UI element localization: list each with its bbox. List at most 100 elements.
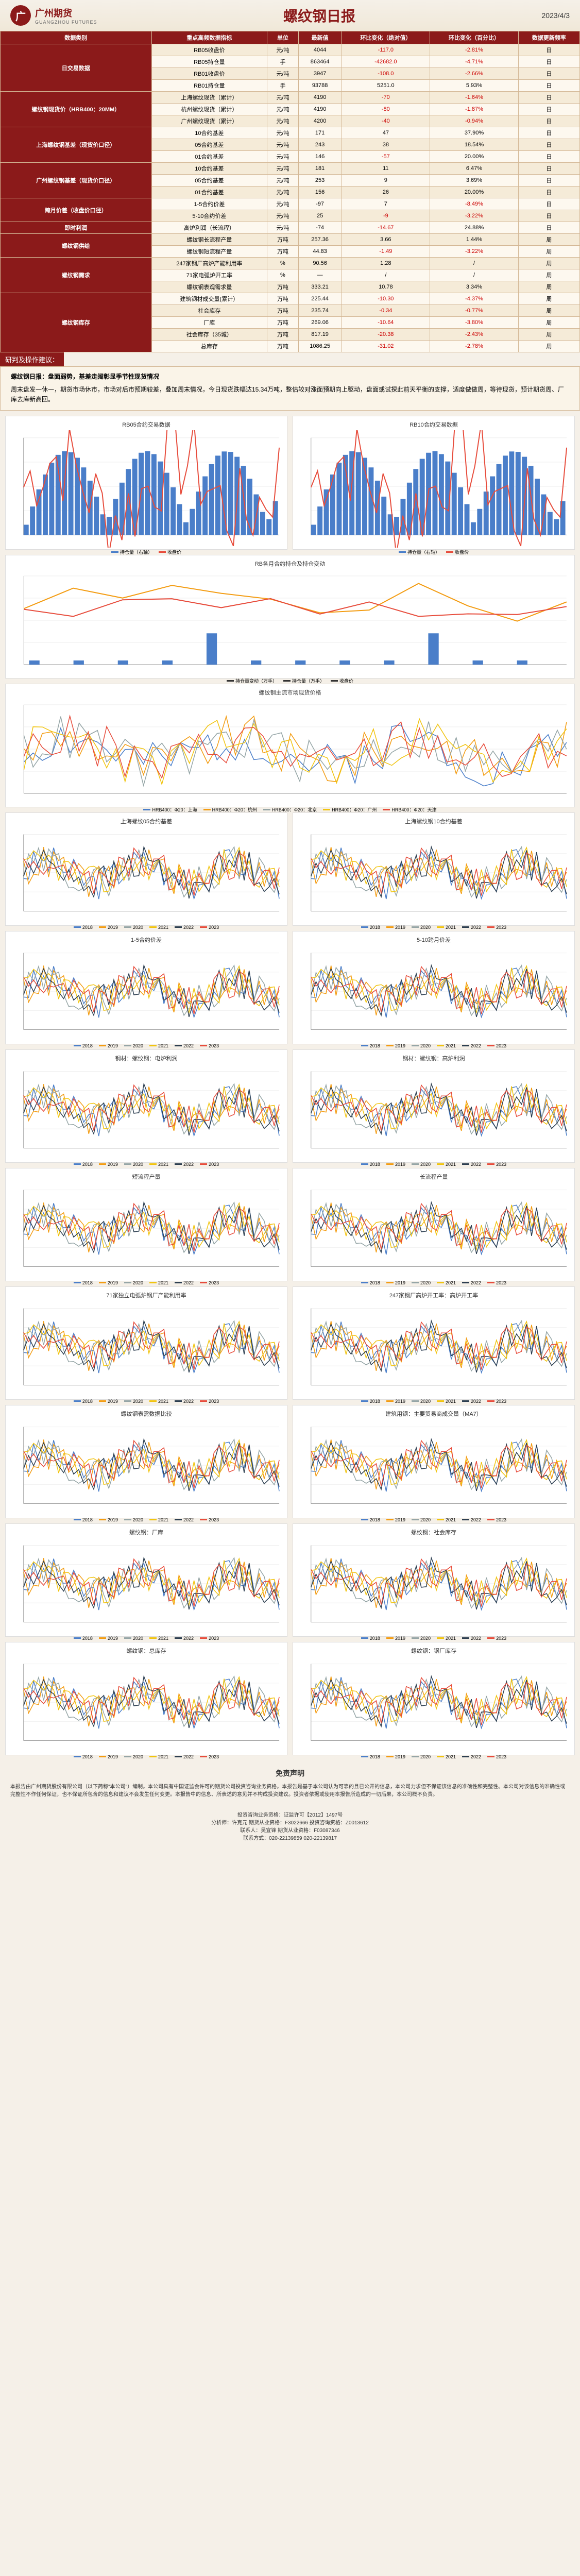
table-row: 跨月价差（收盘价口径）1-5合约价差元/吨-977-8.49%日 [1,198,580,210]
data-cell: 元/吨 [267,139,298,151]
chart-svg [296,1656,572,1753]
data-cell: -3.22% [430,246,519,258]
data-cell: 总库存 [151,341,267,352]
logo-en: GUANGZHOU FUTURES [35,20,97,25]
data-cell: 日 [518,163,579,175]
data-cell: 25 [298,210,342,222]
chart-legend: 201820192020202120222023 [296,1636,572,1641]
data-cell: -74 [298,222,342,234]
data-cell: 253 [298,175,342,187]
data-cell: -97 [298,198,342,210]
footer: 投资咨询业务资格：证监许可【2012】1497号 分析师：许克元 期货从业资格：… [0,1806,580,1845]
data-cell: 3947 [298,68,342,80]
data-cell: RB05收盘价 [151,44,267,56]
data-cell: -70 [342,92,430,104]
chart-svg [8,430,284,548]
chart: 上海螺纹05合约基差201820192020202120222023 [5,812,287,926]
data-cell: -4.37% [430,293,519,305]
data-cell: -42682.0 [342,56,430,68]
data-cell: / [430,258,519,269]
table-row: 螺纹钢库存建筑钢材成交量(累计）万吨225.44-10.30-4.37%周 [1,293,580,305]
data-cell: 元/吨 [267,127,298,139]
data-cell: 24.88% [430,222,519,234]
data-cell: 周 [518,246,579,258]
chart-svg [296,1538,572,1635]
chart-title: 螺纹钢主流市场现货价格 [8,687,572,698]
data-cell: 元/吨 [267,68,298,80]
chart: RB10合约交易数据持仓量（右轴）收盘价 [293,416,575,550]
data-cell: -20.38 [342,329,430,341]
data-cell: 元/吨 [267,44,298,56]
table-row: 日交易数据RB05收盘价元/吨4044-117.0-2.81%日 [1,44,580,56]
table-row: 上海螺纹钢基差（现货价口径）10合约基差元/吨1714737.90%日 [1,127,580,139]
data-cell: -14.67 [342,222,430,234]
data-cell: 247家钢厂高炉产能利用率 [151,258,267,269]
data-cell: 厂库 [151,317,267,329]
table-row: 螺纹钢需求247家钢厂高炉产能利用率%90.561.28/周 [1,258,580,269]
chart: 长流程产量201820192020202120222023 [293,1168,575,1281]
data-cell: 5.93% [430,80,519,92]
data-cell: 71家电弧炉开工率 [151,269,267,281]
data-cell: 社会库存 [151,305,267,317]
data-cell: 20.00% [430,151,519,163]
data-cell: 周 [518,305,579,317]
data-cell: -31.02 [342,341,430,352]
report-header: 广 广州期货 GUANGZHOU FUTURES 螺纹钢日报 2023/4/3 [0,0,580,31]
data-cell: 元/吨 [267,187,298,198]
category-cell: 即时利润 [1,222,152,234]
data-cell: / [430,269,519,281]
chart: 钢材：螺纹钢：电炉利润201820192020202120222023 [5,1049,287,1163]
chart-svg [8,827,284,924]
chart-title: 钢材：螺纹钢：高炉利润 [296,1053,572,1064]
chart-svg [8,1064,284,1161]
chart: 1-5合约价差201820192020202120222023 [5,931,287,1044]
data-cell: -4.71% [430,56,519,68]
table-row: 螺纹钢现货价（HRB400：20MM）上海螺纹现货（累计）元/吨4190-70-… [1,92,580,104]
data-cell: RB01收盘价 [151,68,267,80]
chart-svg [8,1419,284,1516]
table-header: 重点高频数据指标 [151,31,267,44]
chart-svg [296,1419,572,1516]
chart-title: 建筑用钢：主要贸易商成交量（MA7） [296,1408,572,1419]
chart-title: 上海螺纹05合约基差 [8,816,284,827]
chart-legend: 201820192020202120222023 [8,1280,284,1285]
data-cell: 元/吨 [267,92,298,104]
data-cell: 10.78 [342,281,430,293]
data-cell: 05合约基差 [151,175,267,187]
table-row: 即时利润高炉利润（长流程）元/吨-74-14.6724.88%日 [1,222,580,234]
data-cell: 万吨 [267,246,298,258]
data-cell: -10.30 [342,293,430,305]
data-cell: 26 [342,187,430,198]
chart-svg [296,1182,572,1279]
data-cell: 4190 [298,92,342,104]
chart-svg [296,430,572,548]
data-cell: 元/吨 [267,175,298,187]
data-cell: 日 [518,198,579,210]
chart: 钢材：螺纹钢：高炉利润201820192020202120222023 [293,1049,575,1163]
data-cell: 周 [518,293,579,305]
chart-legend: 201820192020202120222023 [296,1754,572,1759]
data-cell: 周 [518,234,579,246]
chart-svg [296,945,572,1042]
chart-title: RB各月合约持仓及持仓变动 [8,558,572,569]
data-cell: 万吨 [267,305,298,317]
data-cell: 817.19 [298,329,342,341]
data-table: 数据类别重点高频数据指标单位最新值环比变化（绝对值）环比变化（百分比）数据更新频… [0,31,580,352]
data-cell: 万吨 [267,317,298,329]
data-cell: -2.43% [430,329,519,341]
data-cell: 257.36 [298,234,342,246]
chart-title: 螺纹钢：钢厂库存 [296,1645,572,1656]
data-cell: 周 [518,269,579,281]
disclaimer-body: 本报告由广州期货股份有限公司（以下简称"本公司"）编制。本公司具有中国证监会许可… [10,1783,570,1799]
table-header: 环比变化（绝对值） [342,31,430,44]
report-title: 螺纹钢日报 [97,5,542,26]
data-cell: 20.00% [430,187,519,198]
data-cell: 1.28 [342,258,430,269]
data-cell: -80 [342,104,430,115]
data-cell: 万吨 [267,234,298,246]
data-cell: 元/吨 [267,151,298,163]
chart-legend: 201820192020202120222023 [8,1517,284,1522]
data-cell: 日 [518,115,579,127]
chart-title: 螺纹钢：社会库存 [296,1527,572,1538]
chart: RB05合约交易数据持仓量（右轴）收盘价 [5,416,287,550]
